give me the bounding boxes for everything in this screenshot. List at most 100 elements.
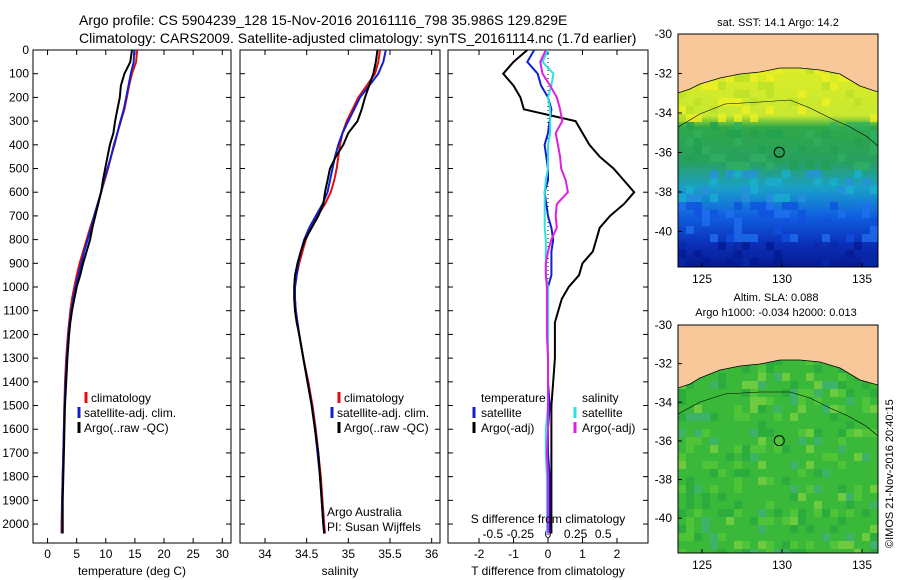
map-cell [846,178,854,186]
map-cell [758,146,766,154]
map-cell [734,501,742,509]
map-cell [846,509,854,517]
map-cell [838,429,846,437]
x-tick-label: 2 [614,547,621,561]
s-tick-label: -0.5 [482,527,503,541]
map-cell [806,389,814,397]
map-cell [822,405,830,413]
sla-map-title-2: Argo h1000: -0.034 h2000: 0.013 [695,307,856,319]
map-cell [782,549,790,553]
temperature-x-axis: 0 5 10 15 20 25 30 [44,50,229,561]
map-cell [806,373,814,381]
map-cell [862,122,870,130]
map-cell [782,210,790,218]
map-cell [710,170,718,178]
map-cell [790,397,798,405]
y-tick-label: 1600 [2,422,29,436]
map-cell [870,146,878,154]
map-cell [726,170,734,178]
map-cell [814,178,822,186]
sla-argo-position-marker [773,435,785,447]
map-cell [694,210,702,218]
map-cell [702,517,710,525]
map-cell [798,469,806,477]
map-cell [694,485,702,493]
map-cell [766,477,774,485]
sst-map-land [678,34,878,94]
map-cell [686,154,694,162]
map-cell [742,541,750,549]
map-cell [686,194,694,202]
map-x-tick-label: 135 [852,558,872,572]
map-cell [822,74,830,82]
x-tick-label: -2 [474,547,485,561]
x-tick-label: 34.5 [295,547,319,561]
map-cell [734,405,742,413]
map-cell [766,82,774,90]
map-cell [854,453,862,461]
map-cell [750,389,758,397]
map-cell [702,525,710,533]
map-cell [774,405,782,413]
map-cell [742,242,750,250]
map-cell [774,250,782,258]
y-tick-label: 700 [9,209,29,223]
map-cell [774,437,782,445]
map-cell [814,437,822,445]
map-cell [830,202,838,210]
x-tick-label: 20 [157,547,171,561]
map-cell [774,413,782,421]
map-y-tick-label: -36 [655,434,673,448]
map-cell [702,186,710,194]
map-cell [814,469,822,477]
legend-label-argo: Argo(..raw -QC) [84,421,169,435]
map-cell [702,501,710,509]
map-cell [758,154,766,162]
temperature-panel: 0100200300400500600700800900100011001200… [2,43,232,578]
map-cell [686,226,694,234]
map-cell [822,469,830,477]
x-tick-label: 35.5 [378,547,402,561]
map-cell [870,405,878,413]
map-cell [734,138,742,146]
y-tick-label: 300 [9,114,29,128]
map-cell [750,381,758,389]
map-cell [718,154,726,162]
map-cell [734,170,742,178]
map-cell [838,485,846,493]
map-cell [830,413,838,421]
y-tick-label: 1400 [2,375,29,389]
sla-map-frame [677,324,879,554]
map-cell [750,258,758,266]
map-cell [782,517,790,525]
map-cell [798,90,806,98]
map-cell [830,453,838,461]
map-cell [750,397,758,405]
map-cell [862,397,870,405]
map-cell [782,194,790,202]
map-cell [766,517,774,525]
map-cell [782,541,790,549]
map-cell [750,517,758,525]
map-cell [822,453,830,461]
map-cell [734,485,742,493]
map-cell [870,218,878,226]
series-line-3 [539,50,569,534]
map-cell [774,146,782,154]
map-cell [750,429,758,437]
map-cell [710,461,718,469]
map-cell [726,210,734,218]
map-cell [678,461,686,469]
map-cell [790,485,798,493]
map-cell [814,170,822,178]
sst-map-frame [677,33,879,268]
map-cell [774,357,782,365]
map-cell [726,74,734,82]
map-cell [846,501,854,509]
map-cell [766,90,774,98]
map-cell [686,533,694,541]
map-cell [798,210,806,218]
map-cell [750,130,758,138]
map-cell [862,258,870,266]
